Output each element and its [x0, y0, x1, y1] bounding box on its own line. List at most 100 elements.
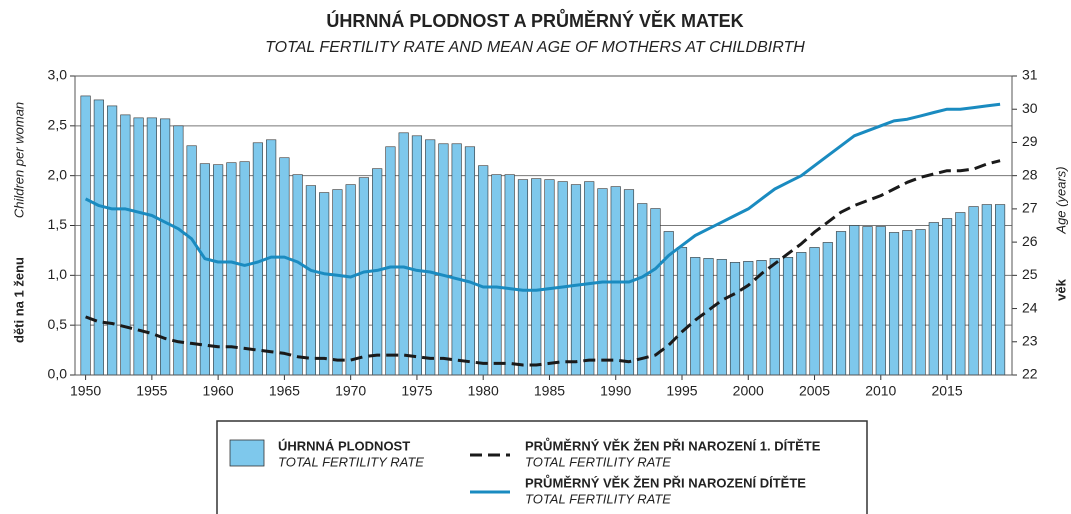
x-tick-label: 1955 [136, 383, 167, 399]
bar [107, 105, 118, 376]
y2-axis-label: věk [1053, 278, 1068, 300]
bar [743, 261, 754, 376]
y-tick-label: 1,0 [48, 266, 68, 282]
bar [120, 114, 131, 376]
bar [213, 164, 224, 376]
bar [809, 247, 820, 376]
y-axis-label-en: Children per woman [11, 102, 26, 218]
legend-label: PRŮMĚRNÝ VĚK ŽEN PŘI NAROZENÍ 1. DÍTĚTE [525, 437, 821, 453]
bar [491, 174, 502, 376]
bar [544, 179, 555, 376]
legend-label-en: TOTAL FERTILITY RATE [278, 454, 424, 469]
bar [968, 206, 979, 376]
plot-border [74, 75, 1013, 376]
y2-tick-label: 28 [1022, 166, 1038, 182]
y2-tick-label: 29 [1022, 133, 1038, 149]
bar [822, 242, 833, 376]
y-tick-label: 3,0 [48, 67, 68, 83]
bar [319, 192, 330, 376]
bar [438, 143, 449, 376]
bar [796, 252, 807, 376]
bar [888, 232, 900, 376]
x-tick-label: 1990 [600, 383, 631, 399]
x-tick-label: 1965 [269, 383, 300, 399]
bar [729, 262, 741, 376]
bar [173, 125, 184, 376]
y-tick-label: 0,5 [48, 316, 68, 332]
bar [862, 226, 873, 376]
x-tick-label: 2000 [733, 383, 764, 399]
bar [928, 222, 939, 376]
y-tick-label: 0,0 [48, 366, 68, 382]
bar [584, 181, 595, 376]
legend-label: PRŮMĚRNÝ VĚK ŽEN PŘI NAROZENÍ DÍTĚTE [525, 474, 806, 490]
bar [252, 142, 263, 376]
bar [835, 231, 847, 376]
bar [411, 135, 423, 376]
bar [531, 178, 542, 376]
y2-tick-label: 27 [1022, 200, 1038, 216]
y2-tick-label: 24 [1022, 299, 1038, 315]
bar [782, 257, 794, 376]
bar [80, 95, 91, 376]
legend-swatch [229, 439, 265, 467]
bar [955, 212, 966, 376]
y-tick-label: 2,0 [48, 166, 68, 182]
bar [93, 99, 104, 376]
x-tick-label: 2010 [865, 383, 896, 399]
bar [769, 258, 780, 376]
bar [478, 165, 489, 376]
bar [570, 184, 582, 376]
x-tick-label: 2015 [931, 383, 962, 399]
bar [332, 189, 343, 376]
line [84, 102, 1001, 292]
bar [358, 177, 369, 376]
y-tick-label: 1,5 [48, 216, 68, 232]
y2-tick-label: 31 [1022, 67, 1038, 83]
bar [504, 174, 515, 376]
legend-label-en: TOTAL FERTILITY RATE [525, 454, 671, 469]
bar [292, 174, 303, 376]
bar [398, 132, 409, 376]
bar [239, 161, 250, 376]
bar [650, 208, 661, 376]
bar [915, 229, 926, 376]
y-axis-label: děti na 1 ženu [11, 257, 26, 343]
bar [676, 247, 688, 376]
y2-tick-label: 23 [1022, 332, 1038, 348]
legend-label: ÚHRNNÁ PLODNOST [278, 438, 410, 453]
y2-tick-label: 22 [1022, 366, 1038, 382]
x-tick-label: 1985 [534, 383, 565, 399]
bar [385, 146, 396, 376]
bar [637, 203, 648, 376]
bar [995, 204, 1006, 376]
y2-tick-label: 26 [1022, 233, 1038, 249]
y2-axis-label-en: Age (years) [1053, 166, 1068, 234]
bar [716, 259, 727, 376]
bar [146, 117, 157, 376]
bar [941, 218, 953, 376]
bar [186, 145, 197, 376]
bar [875, 226, 886, 376]
y2-tick-label: 30 [1022, 100, 1038, 116]
bar [849, 225, 860, 376]
bar [902, 230, 913, 376]
x-tick-label: 1995 [666, 383, 697, 399]
line [85, 159, 1001, 367]
legend-label-en: TOTAL FERTILITY RATE [525, 491, 671, 506]
bar [703, 258, 714, 376]
bar [345, 184, 356, 376]
x-tick-label: 1970 [335, 383, 366, 399]
bar [981, 204, 992, 376]
chart-subtitle: TOTAL FERTILITY RATE AND MEAN AGE OF MOT… [265, 39, 805, 56]
bar [279, 157, 290, 376]
bar [226, 162, 237, 376]
y-tick-label: 2,5 [48, 117, 68, 133]
bar [305, 185, 316, 376]
bar [557, 181, 568, 376]
x-tick-label: 1960 [203, 383, 234, 399]
x-tick-label: 2005 [799, 383, 830, 399]
bar [517, 179, 529, 376]
x-tick-label: 1975 [401, 383, 432, 399]
